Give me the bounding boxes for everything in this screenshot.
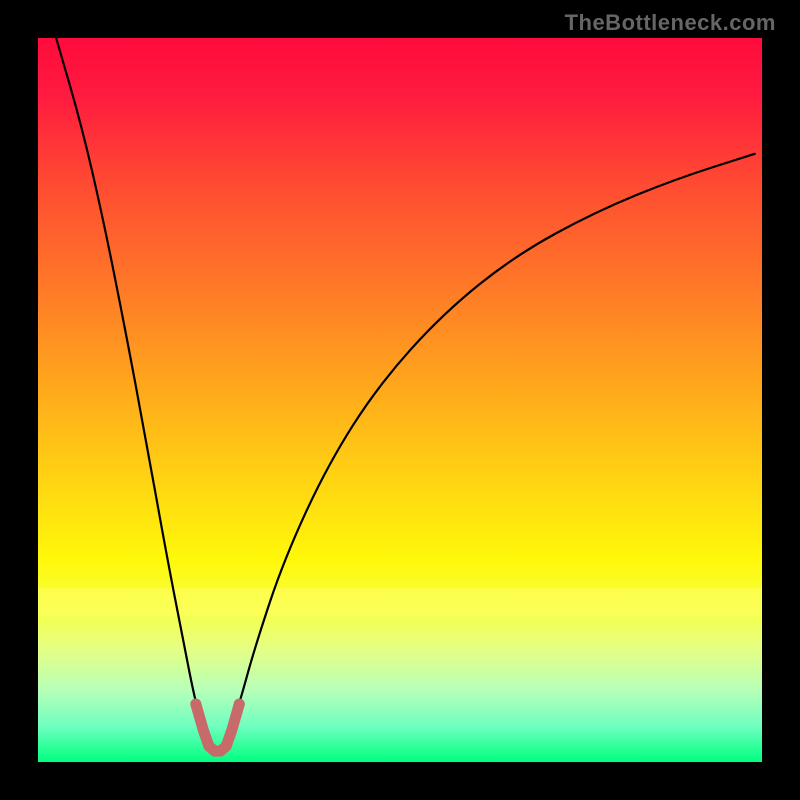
valley-marker	[38, 38, 762, 762]
watermark-text: TheBottleneck.com	[565, 10, 776, 36]
plot-area	[38, 38, 762, 762]
